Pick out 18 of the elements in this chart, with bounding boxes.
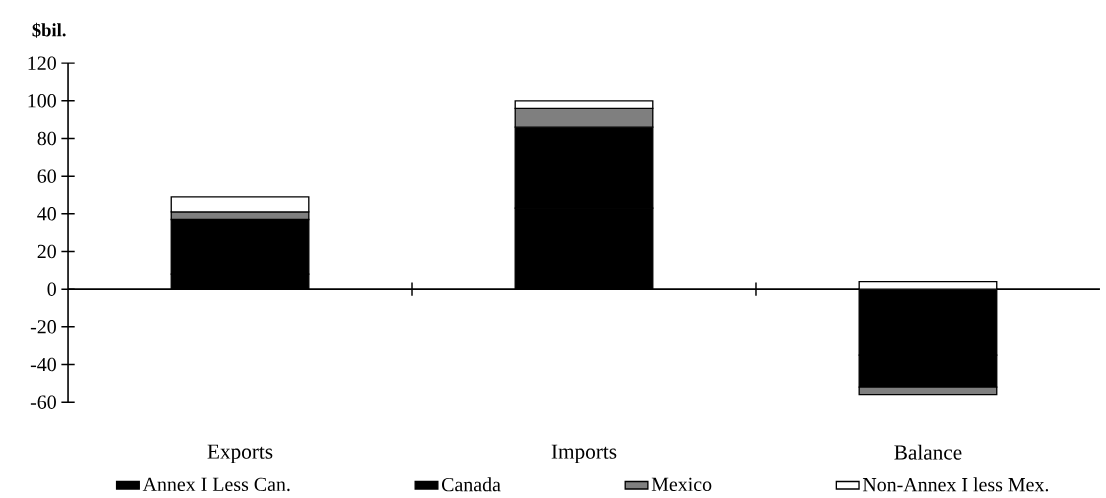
y-tick-label: 80 (37, 131, 56, 146)
y-tick-label: 60 (37, 169, 56, 183)
legend-label: Mexico (651, 477, 712, 491)
legend-label: Annex I Less Can. (142, 477, 290, 492)
y-tick-label: -40 (30, 357, 56, 372)
y-tick-label: 20 (37, 244, 56, 259)
y-tick-label: 0 (47, 282, 56, 296)
y-tick-label: -60 (30, 395, 56, 409)
legend-label: Canada (441, 477, 501, 492)
x-tick-label: Exports (207, 444, 273, 464)
y-tick-label: 120 (28, 56, 56, 70)
y-tick-label: 40 (37, 207, 56, 221)
x-tick-label: Balance (894, 444, 962, 460)
y-tick-label: 100 (28, 93, 56, 108)
y-tick-label: -20 (30, 320, 56, 334)
legend-label: Non-Annex I less Mex. (862, 477, 1049, 492)
x-tick-label: Imports (551, 444, 617, 464)
y-axis-title: $bil. (32, 22, 66, 38)
